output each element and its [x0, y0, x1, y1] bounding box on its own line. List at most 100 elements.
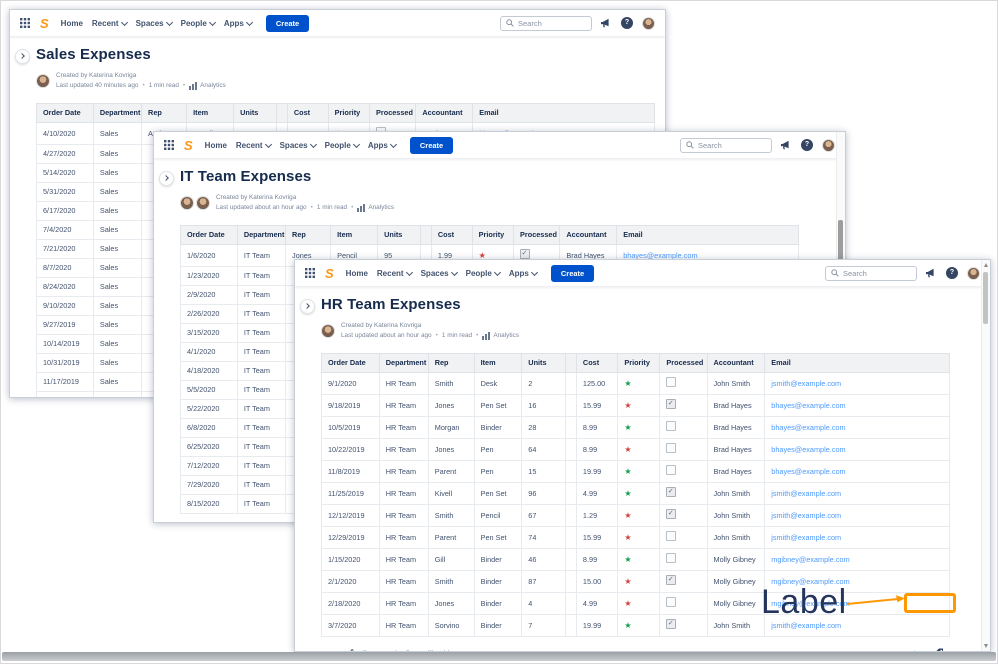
scroll-down-icon[interactable]: [983, 644, 988, 648]
help-icon[interactable]: ?: [621, 17, 633, 29]
thumbs-up-icon: [350, 649, 354, 651]
app-switcher-icon[interactable]: [164, 140, 174, 150]
email-link[interactable]: mgibney@example.com: [771, 554, 850, 564]
byline: Created by Katerina Kovriga Last updated…: [36, 71, 655, 92]
nav-apps[interactable]: Apps: [509, 268, 538, 278]
create-button[interactable]: Create: [265, 14, 310, 32]
brand-logo[interactable]: S: [325, 265, 334, 281]
brand-logo[interactable]: S: [184, 137, 193, 153]
cell-dept: IT Team: [236, 493, 287, 514]
create-button[interactable]: Create: [550, 264, 595, 282]
email-link[interactable]: bhayes@example.com: [623, 250, 698, 260]
announcements-icon[interactable]: [926, 268, 937, 279]
processed-checkbox[interactable]: [666, 465, 677, 475]
search-input[interactable]: Search: [680, 137, 772, 153]
app-switcher-icon[interactable]: [305, 268, 315, 278]
sidebar-expand-button[interactable]: [159, 171, 174, 186]
cell-dept: IT Team: [236, 360, 287, 381]
processed-checkbox[interactable]: [666, 399, 677, 409]
processed-checkbox[interactable]: [666, 619, 677, 629]
cell-dept: HR Team: [378, 569, 429, 593]
sidebar-expand-button[interactable]: [15, 49, 30, 64]
scrollbar-thumb[interactable]: [838, 220, 843, 262]
email-link[interactable]: jsmith@example.com: [771, 488, 842, 498]
user-avatar[interactable]: [642, 16, 655, 30]
help-icon[interactable]: ?: [946, 267, 958, 279]
column-header: [276, 102, 288, 123]
cell-dept: IT Team: [236, 284, 287, 305]
cell-dept: Sales: [92, 200, 143, 221]
processed-checkbox[interactable]: [666, 553, 677, 563]
nav-people[interactable]: People: [325, 140, 360, 150]
nav-spaces[interactable]: Spaces: [136, 18, 173, 28]
nav-recent[interactable]: Recent: [92, 18, 128, 28]
nav-apps[interactable]: Apps: [368, 140, 397, 150]
chevron-down-icon: [530, 268, 538, 276]
email-link[interactable]: bhayes@example.com: [771, 400, 846, 410]
nav-people[interactable]: People: [181, 18, 216, 28]
cell-dept: IT Team: [236, 379, 287, 400]
nav-spaces[interactable]: Spaces: [280, 140, 317, 150]
processed-checkbox[interactable]: [666, 421, 677, 431]
processed-checkbox[interactable]: [666, 575, 677, 585]
brand-logo[interactable]: S: [40, 15, 49, 31]
app-switcher-icon[interactable]: [20, 18, 30, 28]
processed-checkbox[interactable]: [666, 443, 677, 453]
search-input[interactable]: Search: [825, 265, 917, 281]
search-input[interactable]: Search: [500, 15, 592, 31]
nav-spaces[interactable]: Spaces: [421, 268, 458, 278]
nav-home[interactable]: Home: [60, 18, 83, 28]
page-title: Sales Expenses: [36, 46, 151, 63]
nav-home[interactable]: Home: [204, 140, 227, 150]
help-icon[interactable]: ?: [801, 139, 813, 151]
user-avatar[interactable]: [967, 266, 980, 280]
processed-checkbox[interactable]: [520, 249, 531, 259]
author-avatar[interactable]: [321, 324, 335, 339]
email-link[interactable]: jsmith@example.com: [771, 510, 842, 520]
create-button[interactable]: Create: [409, 136, 454, 154]
processed-checkbox[interactable]: [666, 597, 677, 607]
search-icon: [686, 141, 694, 149]
contributor-avatar[interactable]: [196, 196, 210, 211]
announcements-icon[interactable]: [601, 18, 612, 29]
top-nav: S Home Recent Spaces People Apps Create …: [295, 260, 990, 287]
cell-units: 67: [521, 503, 567, 527]
email-link[interactable]: bhayes@example.com: [771, 466, 846, 476]
email-link[interactable]: bhayes@example.com: [771, 444, 846, 454]
search-placeholder: Search: [518, 18, 542, 28]
email-link[interactable]: jsmith@example.com: [771, 620, 842, 630]
email-link[interactable]: bhayes@example.com: [771, 422, 846, 432]
priority-star-red: ★: [624, 532, 632, 542]
cell-accountant: John Smith: [706, 503, 766, 527]
analytics-link[interactable]: Analytics: [200, 82, 226, 90]
email-link[interactable]: mgibney@example.com: [771, 598, 850, 608]
processed-checkbox[interactable]: [666, 531, 677, 541]
nav-home[interactable]: Home: [345, 268, 368, 278]
chevron-down-icon: [208, 18, 216, 26]
author-avatar[interactable]: [180, 196, 194, 211]
email-link[interactable]: jsmith@example.com: [771, 378, 842, 388]
email-link[interactable]: jsmith@example.com: [771, 532, 842, 542]
nav-recent[interactable]: Recent: [236, 140, 272, 150]
announcements-icon[interactable]: [781, 140, 792, 151]
scrollbar-thumb[interactable]: [983, 272, 988, 324]
author-avatar[interactable]: [36, 74, 50, 89]
column-header: Units: [233, 102, 278, 123]
nav-people[interactable]: People: [466, 268, 501, 278]
scrollbar[interactable]: [981, 260, 990, 651]
cell-date: 9/10/2020: [36, 295, 94, 316]
user-avatar[interactable]: [822, 138, 835, 152]
nav-recent[interactable]: Recent: [377, 268, 413, 278]
nav-apps[interactable]: Apps: [224, 18, 253, 28]
processed-checkbox[interactable]: [666, 377, 677, 387]
processed-checkbox[interactable]: [666, 509, 677, 519]
like-button[interactable]: Like: [347, 648, 373, 651]
sidebar-expand-button[interactable]: [300, 299, 315, 314]
label-chip-accounting[interactable]: accounting: [883, 647, 929, 652]
analytics-link[interactable]: Analytics: [368, 204, 394, 212]
email-link[interactable]: mgibney@example.com: [771, 576, 850, 586]
add-label-icon[interactable]: [934, 648, 944, 651]
scroll-up-icon[interactable]: [983, 263, 988, 267]
processed-checkbox[interactable]: [666, 487, 677, 497]
analytics-link[interactable]: Analytics: [493, 332, 519, 340]
